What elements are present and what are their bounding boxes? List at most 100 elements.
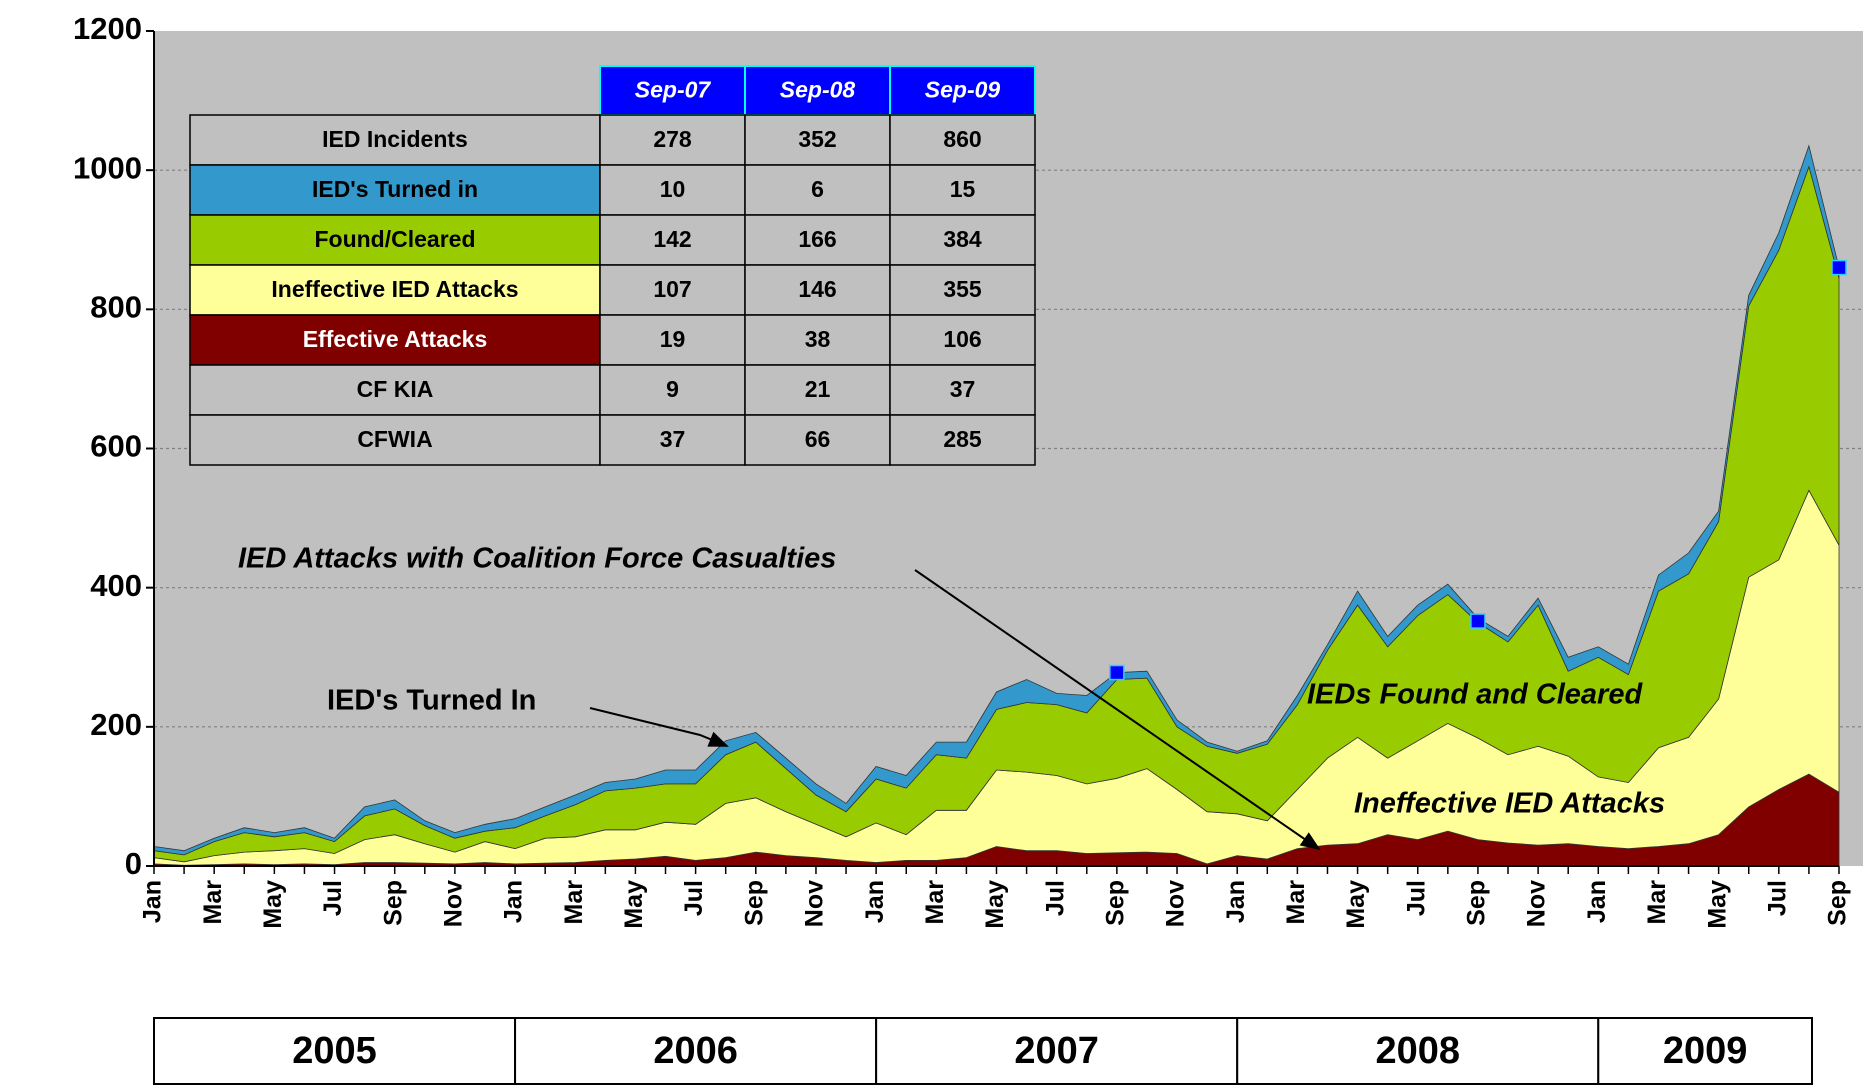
table-cell: [889, 414, 1036, 466]
year-label: 2008: [1375, 1030, 1460, 1072]
incident-marker: [1109, 664, 1125, 681]
table-label-cell: [189, 414, 601, 466]
table-cell: [889, 164, 1036, 216]
table-cell: [889, 114, 1036, 166]
table-cell: [744, 164, 891, 216]
x-tick-label: Nov: [801, 880, 829, 927]
table-value: 142: [653, 226, 691, 252]
table-cell: [599, 214, 746, 266]
year-label: 2005: [292, 1030, 377, 1072]
x-tick-label: Jan: [139, 880, 167, 923]
x-tick-label: Nov: [1162, 880, 1190, 927]
y-tick-label: 1000: [73, 150, 142, 185]
table-value: 21: [805, 376, 831, 402]
table-row-label: CF KIA: [357, 376, 434, 402]
year-box: [875, 1017, 1239, 1085]
table-value: 10: [660, 176, 686, 202]
x-tick-label: Mar: [1282, 880, 1310, 925]
table-value: 352: [798, 126, 836, 152]
x-tick-label: May: [1342, 880, 1370, 929]
table-cell: [889, 214, 1036, 266]
x-tick-label: Nov: [1523, 880, 1551, 927]
table-header-cell: [599, 65, 746, 116]
y-tick-label: 0: [125, 846, 142, 881]
x-tick-label: Jul: [1763, 880, 1791, 916]
y-tick-label: 600: [90, 429, 142, 464]
table-value: 355: [943, 276, 982, 302]
y-tick-label: 1200: [73, 11, 142, 46]
table-label-cell: [189, 214, 601, 266]
incident-marker: [1831, 259, 1847, 276]
table-row-label: Effective Attacks: [303, 326, 488, 352]
table-value: 15: [950, 176, 976, 202]
table-value: 384: [943, 226, 982, 252]
table-row-label: CFWIA: [357, 426, 432, 452]
x-tick-label: Jan: [1222, 880, 1250, 923]
table-header: Sep-08: [780, 77, 856, 103]
y-tick-label: 200: [90, 707, 142, 742]
annotation: IED Attacks with Coalition Force Casualt…: [238, 543, 836, 575]
table-value: 9: [666, 376, 679, 402]
table-header: Sep-07: [635, 77, 712, 103]
x-tick-label: May: [259, 880, 287, 929]
table-header-cell: [889, 65, 1036, 116]
x-tick-label: Jul: [1041, 880, 1069, 916]
x-tick-label: Mar: [199, 880, 227, 925]
table-row-label: Found/Cleared: [314, 226, 475, 252]
x-tick-label: Jan: [861, 880, 889, 923]
table-row-label: Ineffective IED Attacks: [271, 276, 518, 302]
year-label: 2006: [653, 1030, 738, 1072]
x-tick-label: Sep: [379, 880, 407, 926]
x-tick-label: Mar: [560, 880, 588, 925]
x-tick-label: Sep: [1101, 880, 1129, 926]
table-cell: [599, 414, 746, 466]
x-tick-label: Mar: [921, 880, 949, 925]
table-value: 66: [805, 426, 831, 452]
table-value: 278: [653, 126, 692, 152]
table-value: 106: [943, 326, 981, 352]
x-tick-label: Jan: [500, 880, 528, 923]
annotation: IEDs Found and Cleared: [1307, 679, 1643, 711]
table-value: 166: [798, 226, 836, 252]
table-cell: [599, 364, 746, 416]
annotation: IED's Turned In: [327, 685, 536, 717]
annotation: Ineffective IED Attacks: [1354, 788, 1665, 820]
table-value: 860: [943, 126, 981, 152]
x-tick-label: Sep: [1463, 880, 1491, 926]
x-tick-label: Jul: [1402, 880, 1430, 916]
x-tick-label: Sep: [1824, 880, 1852, 926]
table-cell: [744, 114, 891, 166]
x-tick-label: May: [981, 880, 1009, 929]
table-label-cell: [189, 114, 601, 166]
table-cell: [744, 214, 891, 266]
year-box: [514, 1017, 878, 1085]
annotation-arrow: [589, 707, 729, 747]
table-value: 6: [811, 176, 824, 202]
table-cell: [889, 364, 1036, 416]
table-row-label: IED's Turned in: [312, 176, 478, 202]
table-cell: [889, 264, 1036, 316]
year-label: 2009: [1663, 1030, 1748, 1072]
table-cell: [744, 414, 891, 466]
year-box: [1597, 1017, 1814, 1085]
table-header: Sep-09: [925, 77, 1001, 103]
x-tick-label: May: [1703, 880, 1731, 929]
table-value: 38: [805, 326, 831, 352]
table-value: 37: [950, 376, 976, 402]
table-value: 19: [660, 326, 686, 352]
table-value: 107: [653, 276, 691, 302]
year-box: [153, 1017, 517, 1085]
incident-marker: [1470, 613, 1486, 629]
annotation-arrow: [914, 569, 1321, 851]
x-tick-label: Nov: [440, 880, 468, 927]
year-label: 2007: [1014, 1030, 1099, 1072]
table-value: 146: [798, 276, 836, 302]
x-tick-label: Jul: [319, 880, 347, 916]
table-value: 285: [943, 426, 982, 452]
table-cell: [599, 114, 746, 166]
table-label-cell: [189, 164, 601, 216]
y-tick-label: 400: [90, 568, 142, 603]
y-tick-label: 800: [90, 290, 142, 325]
x-tick-label: Sep: [740, 880, 768, 926]
